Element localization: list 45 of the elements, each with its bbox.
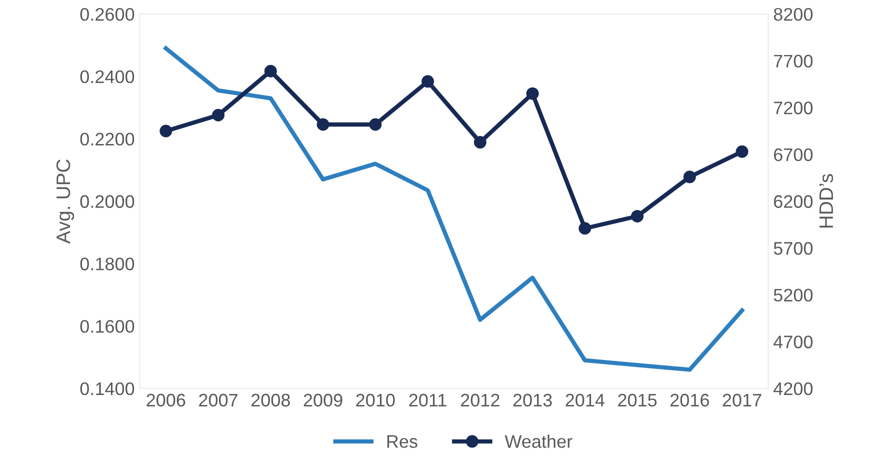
point: [736, 145, 748, 158]
x-tick-label: 2017: [722, 394, 762, 407]
point: [212, 108, 224, 122]
y-tick-label: 0.2600: [80, 8, 134, 21]
point: [474, 136, 486, 149]
y-tick-label: 0.2400: [80, 70, 134, 84]
point: [369, 118, 382, 131]
y2-tick-label: 5700: [774, 242, 813, 255]
y2-tick-label: 7200: [774, 102, 813, 114]
y2-tick-label: 6200: [774, 195, 813, 208]
legend-label: Weather: [504, 434, 572, 448]
x-tick-label: 2006: [146, 394, 186, 407]
x-tick-label: 2012: [460, 394, 500, 407]
point: [578, 222, 592, 235]
point: [264, 64, 277, 78]
legend-label: Res: [387, 435, 418, 448]
x-tick-label: 2010: [356, 394, 395, 407]
x-tick-label: 2008: [251, 394, 290, 407]
point: [631, 210, 644, 222]
x-tick-label: 2011: [409, 394, 446, 407]
y2-tick-label: 4700: [774, 336, 813, 348]
y-tick-label: 0.1600: [80, 320, 134, 333]
x-tick-label: 2015: [618, 394, 657, 407]
point: [316, 118, 330, 131]
y-axis-title: Avg. UPC: [56, 159, 74, 244]
point: [422, 75, 434, 88]
point: [160, 124, 172, 138]
x-tick-label: 2013: [513, 394, 552, 407]
y2-tick-label: 8200: [774, 8, 813, 21]
x-tick-label: 2014: [566, 394, 604, 407]
x-tick-label: 2016: [670, 394, 709, 407]
y-tick-label: 0.1800: [80, 258, 134, 270]
x-tick-label: 2007: [199, 394, 238, 407]
line-series: [164, 46, 744, 372]
x-tick-label: 2009: [304, 394, 342, 407]
y2-tick-label: 4200: [774, 382, 813, 396]
y-tick-label: 0.2000: [80, 195, 134, 208]
y2-tick-label: 7700: [774, 54, 813, 68]
y2-axis-title: HDD’s: [820, 174, 834, 228]
y2-tick-label: 5200: [774, 288, 813, 302]
y-tick-label: 0.1400: [80, 382, 134, 396]
point: [683, 170, 696, 184]
y2-tick-label: 6700: [774, 148, 813, 162]
point: [526, 87, 539, 100]
y-tick-label: 0.2200: [80, 132, 134, 146]
